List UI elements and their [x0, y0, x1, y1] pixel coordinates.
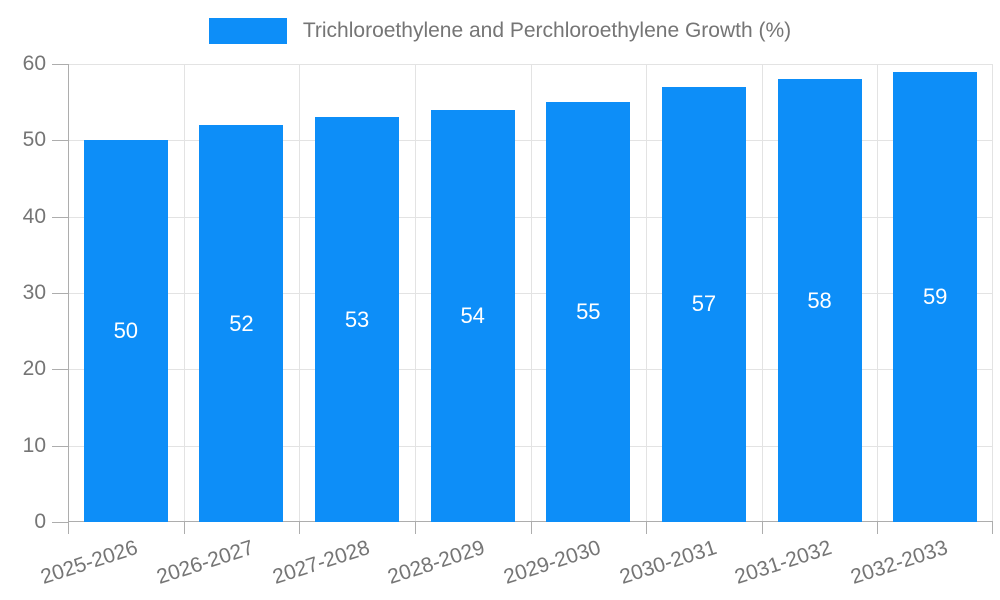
bar[interactable]: 58 [777, 79, 862, 522]
gridline-vertical [646, 64, 648, 522]
gridline-vertical [414, 64, 416, 522]
gridline-vertical [992, 64, 993, 522]
x-axis-tick [761, 522, 763, 534]
y-tick-label: 10 [22, 433, 46, 457]
x-tick-label: 2027-2028 [269, 536, 373, 589]
bar[interactable]: 52 [199, 125, 284, 522]
y-axis-line [68, 64, 69, 522]
x-axis-line [68, 521, 993, 522]
y-axis-tick [52, 64, 68, 65]
gridline-layer [68, 64, 993, 522]
x-axis-labels: 2025-2026 2026-2027 2027-2028 2028-2029 2029… [38, 64, 993, 589]
gridline-vertical [761, 64, 763, 522]
bar-layer: 50 52 53 54 55 57 58 59 [68, 64, 993, 522]
x-tick-label: 2028-2029 [385, 536, 488, 589]
y-axis-tick [52, 293, 68, 294]
x-axis-tick [992, 522, 993, 534]
legend-label: Trichloroethylene and Perchloroethylene … [302, 19, 792, 42]
x-axis-tick [530, 522, 532, 534]
y-axis-tick [52, 369, 68, 371]
x-tick-label: 2032-2033 [847, 536, 951, 589]
plot-area: 50 52 53 54 55 57 58 59 0 10 20 30 40 50 60 2025-2026… [23, 53, 993, 589]
y-axis-labels: 0 10 20 30 40 50 60 [23, 53, 993, 532]
x-tick-label: 2029-2030 [500, 536, 604, 589]
x-axis-tick [646, 522, 648, 534]
gridline-vertical [530, 64, 532, 522]
legend-swatch [208, 18, 287, 44]
x-tick-label: 2030-2031 [616, 536, 720, 589]
x-tick-label: 2025-2026 [38, 536, 141, 589]
x-axis-tick [68, 522, 69, 534]
y-tick-label: 30 [22, 281, 46, 304]
y-axis-tick [52, 140, 68, 142]
x-tick-label: 2031-2032 [732, 536, 835, 589]
bar[interactable]: 55 [546, 102, 631, 522]
y-axis-tick [52, 445, 68, 447]
gridline-vertical [877, 64, 879, 522]
y-tick-label: 40 [22, 204, 46, 228]
x-axis-tick [183, 522, 185, 534]
x-tick-label: 2026-2027 [153, 536, 257, 589]
y-tick-label: 0 [34, 510, 46, 533]
y-tick-label: 50 [22, 128, 46, 152]
axis-layer [52, 64, 993, 534]
y-tick-label: 60 [22, 52, 46, 75]
chart-legend[interactable]: Trichloroethylene and Perchloroethylene … [0, 16, 1000, 46]
y-axis-tick [52, 522, 68, 523]
x-axis-tick [299, 522, 301, 534]
bar[interactable]: 54 [430, 109, 515, 522]
y-axis-tick [52, 216, 68, 218]
gridline-vertical [183, 64, 185, 522]
x-axis-tick [414, 522, 416, 534]
x-axis-tick [877, 522, 879, 534]
gridline-vertical [299, 64, 301, 522]
y-tick-label: 20 [22, 357, 46, 381]
